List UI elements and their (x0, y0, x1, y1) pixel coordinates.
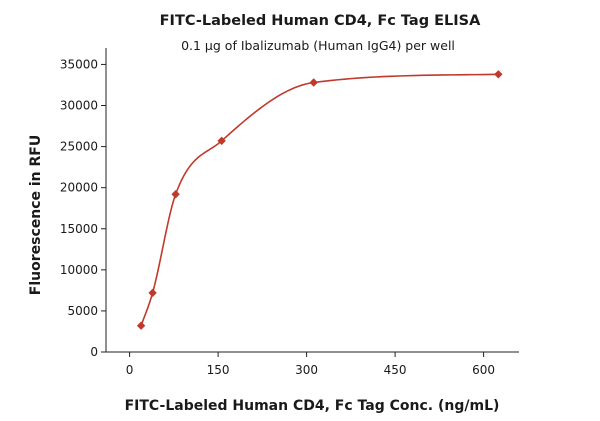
data-point-diamond (171, 190, 180, 199)
y-tick-label: 0 (90, 345, 98, 359)
x-axis-label: FITC-Labeled Human CD4, Fc Tag Conc. (ng… (125, 398, 500, 414)
chart-title: FITC-Labeled Human CD4, Fc Tag ELISA (160, 13, 481, 29)
data-points (136, 70, 503, 330)
y-tick-label: 25000 (60, 140, 98, 154)
x-tick-label: 600 (472, 363, 495, 377)
x-tick-label: 450 (384, 363, 407, 377)
data-point-diamond (217, 136, 226, 146)
y-tick-label: 30000 (60, 99, 98, 113)
data-point-diamond (136, 321, 146, 330)
y-tick-label: 5000 (67, 304, 98, 318)
fit-curve-layer (140, 73, 499, 326)
data-point-diamond (148, 288, 157, 298)
y-tick-label: 10000 (60, 263, 98, 277)
x-tick-label: 300 (295, 363, 318, 377)
x-tick-label: 0 (126, 363, 134, 377)
chart-subtitle: 0.1 μg of Ibalizumab (Human IgG4) per we… (181, 38, 455, 53)
axes (105, 48, 519, 353)
ticks: 0 5000 10000 15000 20000 25000 30000 35000 0 150 3… (60, 57, 495, 377)
y-tick-label: 35000 (60, 57, 98, 71)
y-tick-label: 15000 (60, 222, 98, 236)
y-tick-label: 20000 (60, 181, 98, 195)
x-tick-label: 150 (207, 363, 230, 377)
data-point-diamond (309, 78, 318, 87)
fit-curve (140, 73, 499, 326)
data-point-diamond (494, 70, 503, 79)
y-axis-label: Fluorescence in RFU (28, 135, 44, 295)
